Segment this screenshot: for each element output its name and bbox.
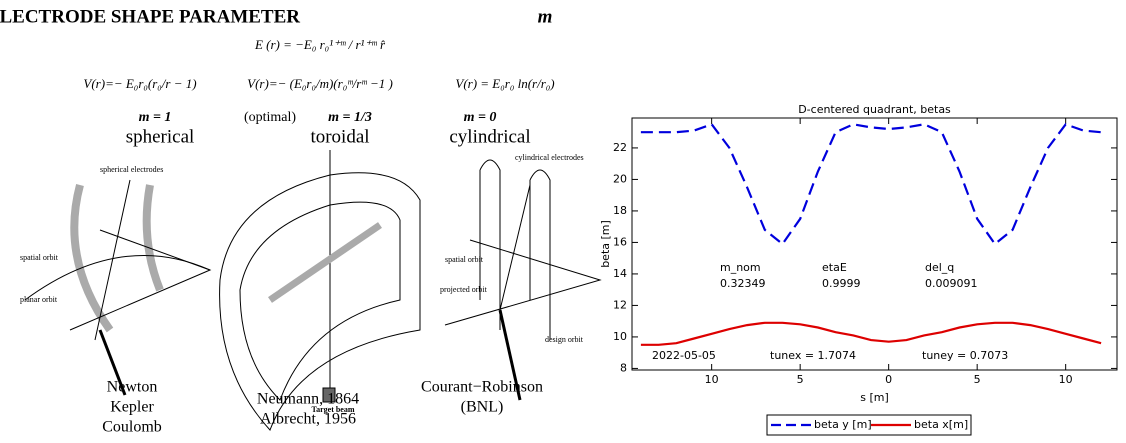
y-tick-label: 14 bbox=[613, 267, 627, 280]
footer-text: tuney = 0.7073 bbox=[922, 349, 1008, 362]
spherical-sketch bbox=[24, 179, 212, 396]
x-axis-label: s [m] bbox=[860, 391, 889, 404]
sketch-label: projected orbit bbox=[440, 285, 488, 294]
sketch-label: cylindrical electrodes bbox=[515, 153, 584, 162]
shape-name: cylindrical bbox=[449, 126, 530, 147]
sketch-label: planar orbit bbox=[20, 295, 58, 304]
credit: Courant−Robinson bbox=[421, 379, 543, 396]
annotation-name: del_q bbox=[925, 261, 954, 274]
m-value: m = 1 bbox=[139, 110, 172, 125]
series-line bbox=[640, 321, 1102, 346]
field-formula: E (r) = −E₀ r₀¹⁺ᵐ / r¹⁺ᵐ r̂ bbox=[254, 37, 386, 52]
shape-name: spherical bbox=[126, 126, 195, 147]
sketch-label: spatial orbit bbox=[20, 253, 59, 262]
legend-label: beta x[m] bbox=[914, 418, 968, 431]
cylindrical-sketch bbox=[444, 159, 602, 401]
y-axis-label: beta [m] bbox=[599, 220, 612, 268]
annotation-name: m_nom bbox=[720, 261, 761, 274]
sketch-label: design orbit bbox=[545, 335, 584, 344]
plot-frame bbox=[631, 117, 1118, 371]
m-note: (optimal) bbox=[244, 110, 296, 125]
credit: Albrecht, 1956 bbox=[260, 411, 356, 428]
diagram-title: ELECTRODE SHAPE PARAMETER bbox=[0, 6, 300, 27]
x-tick-label: 5 bbox=[974, 373, 981, 386]
credit: Newton bbox=[107, 379, 158, 396]
y-tick-label: 8 bbox=[620, 361, 627, 374]
credit: Kepler bbox=[110, 399, 154, 416]
footer-text: 2022-05-05 bbox=[652, 349, 716, 362]
electrode-diagram: ELECTRODE SHAPE PARAMETER m E (r) = −E₀ … bbox=[0, 6, 602, 436]
y-tick-label: 20 bbox=[613, 172, 627, 185]
y-tick-label: 22 bbox=[613, 141, 627, 154]
potential-formula: V(r)=− (E₀r₀/m)(r₀ᵐ/rᵐ −1 ) bbox=[247, 76, 393, 91]
m-value: m = 1/3 bbox=[328, 110, 372, 125]
x-tick-label: 0 bbox=[885, 373, 892, 386]
annotation-value: 0.32349 bbox=[720, 277, 766, 290]
toroidal-sketch bbox=[219, 150, 421, 431]
x-tick-label: 10 bbox=[705, 373, 719, 386]
diagram-title-symbol: m bbox=[538, 6, 553, 27]
series-line bbox=[640, 122, 1102, 246]
m-value: m = 0 bbox=[464, 110, 497, 125]
sketch-label: Target beam bbox=[311, 405, 354, 414]
potential-formula: V(r) = E₀r₀ ln(r/r₀) bbox=[455, 76, 554, 91]
annotation-value: 0.009091 bbox=[925, 277, 978, 290]
credit: (BNL) bbox=[461, 399, 504, 416]
chart-title: D-centered quadrant, betas bbox=[798, 103, 951, 116]
x-tick-label: 10 bbox=[1059, 373, 1073, 386]
y-tick-label: 18 bbox=[613, 204, 627, 217]
shape-name: toroidal bbox=[310, 126, 369, 147]
beta-chart: D-centered quadrant, betas81012141618202… bbox=[599, 103, 1118, 436]
x-tick-label: 5 bbox=[797, 373, 804, 386]
credit: Coulomb bbox=[102, 419, 162, 436]
footer-text: tunex = 1.7074 bbox=[770, 349, 856, 362]
sketch-label: spatial orbit bbox=[445, 255, 484, 264]
potential-formula: V(r)=− E₀r₀(r₀/r − 1) bbox=[83, 76, 196, 91]
credit: Neumann, 1864 bbox=[257, 391, 359, 408]
legend-label: beta y [m] bbox=[814, 418, 872, 431]
legend-box bbox=[766, 414, 972, 436]
y-tick-label: 12 bbox=[613, 298, 627, 311]
annotation-name: etaE bbox=[822, 261, 847, 274]
y-tick-label: 16 bbox=[613, 235, 627, 248]
annotation-value: 0.9999 bbox=[822, 277, 861, 290]
y-tick-label: 10 bbox=[613, 330, 627, 343]
sketch-label: spherical electrodes bbox=[100, 165, 163, 174]
